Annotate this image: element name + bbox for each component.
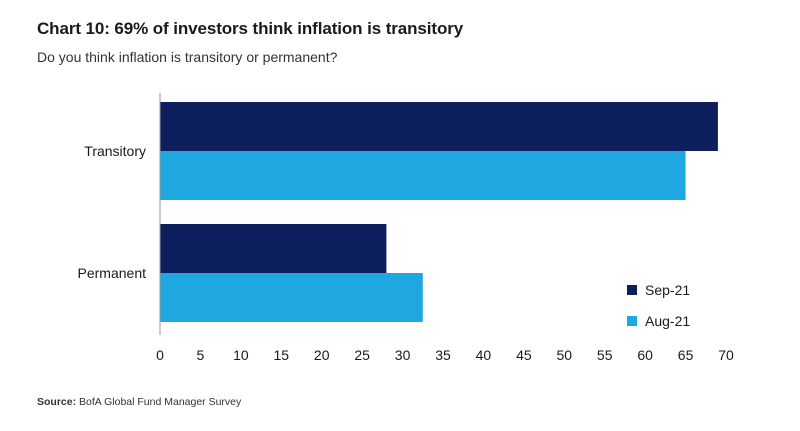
x-tick-label: 50 (556, 347, 572, 363)
bar-transitory-aug-21 (160, 151, 686, 200)
source-note: Source: BofA Global Fund Manager Survey (37, 396, 241, 408)
x-tick-label: 25 (354, 347, 370, 363)
x-tick-label: 35 (435, 347, 451, 363)
chart-title: Chart 10: 69% of investors think inflati… (37, 19, 464, 38)
x-tick-label: 15 (273, 347, 289, 363)
source-text: BofA Global Fund Manager Survey (79, 396, 242, 408)
x-tick-label: 40 (476, 347, 492, 363)
legend-label: Sep-21 (645, 282, 690, 298)
x-tick-label: 70 (718, 347, 734, 363)
x-tick-label: 5 (197, 347, 205, 363)
x-tick-label: 10 (233, 347, 249, 363)
legend-swatch (627, 285, 637, 295)
x-tick-label: 0 (156, 347, 164, 363)
bar-permanent-aug-21 (160, 273, 423, 322)
bar-permanent-sep-21 (160, 224, 387, 273)
x-tick-label: 55 (597, 347, 613, 363)
x-tick-label: 45 (516, 347, 532, 363)
x-tick-label: 20 (314, 347, 330, 363)
legend-swatch (627, 316, 637, 326)
x-tick-label: 60 (637, 347, 653, 363)
category-label: Permanent (78, 265, 147, 281)
legend-label: Aug-21 (645, 313, 690, 329)
x-tick-label: 30 (395, 347, 411, 363)
bar-transitory-sep-21 (160, 102, 718, 151)
x-tick-label: 65 (678, 347, 694, 363)
chart-subtitle: Do you think inflation is transitory or … (37, 49, 338, 65)
source-label: Source: (37, 396, 77, 408)
category-label: Transitory (84, 143, 146, 159)
